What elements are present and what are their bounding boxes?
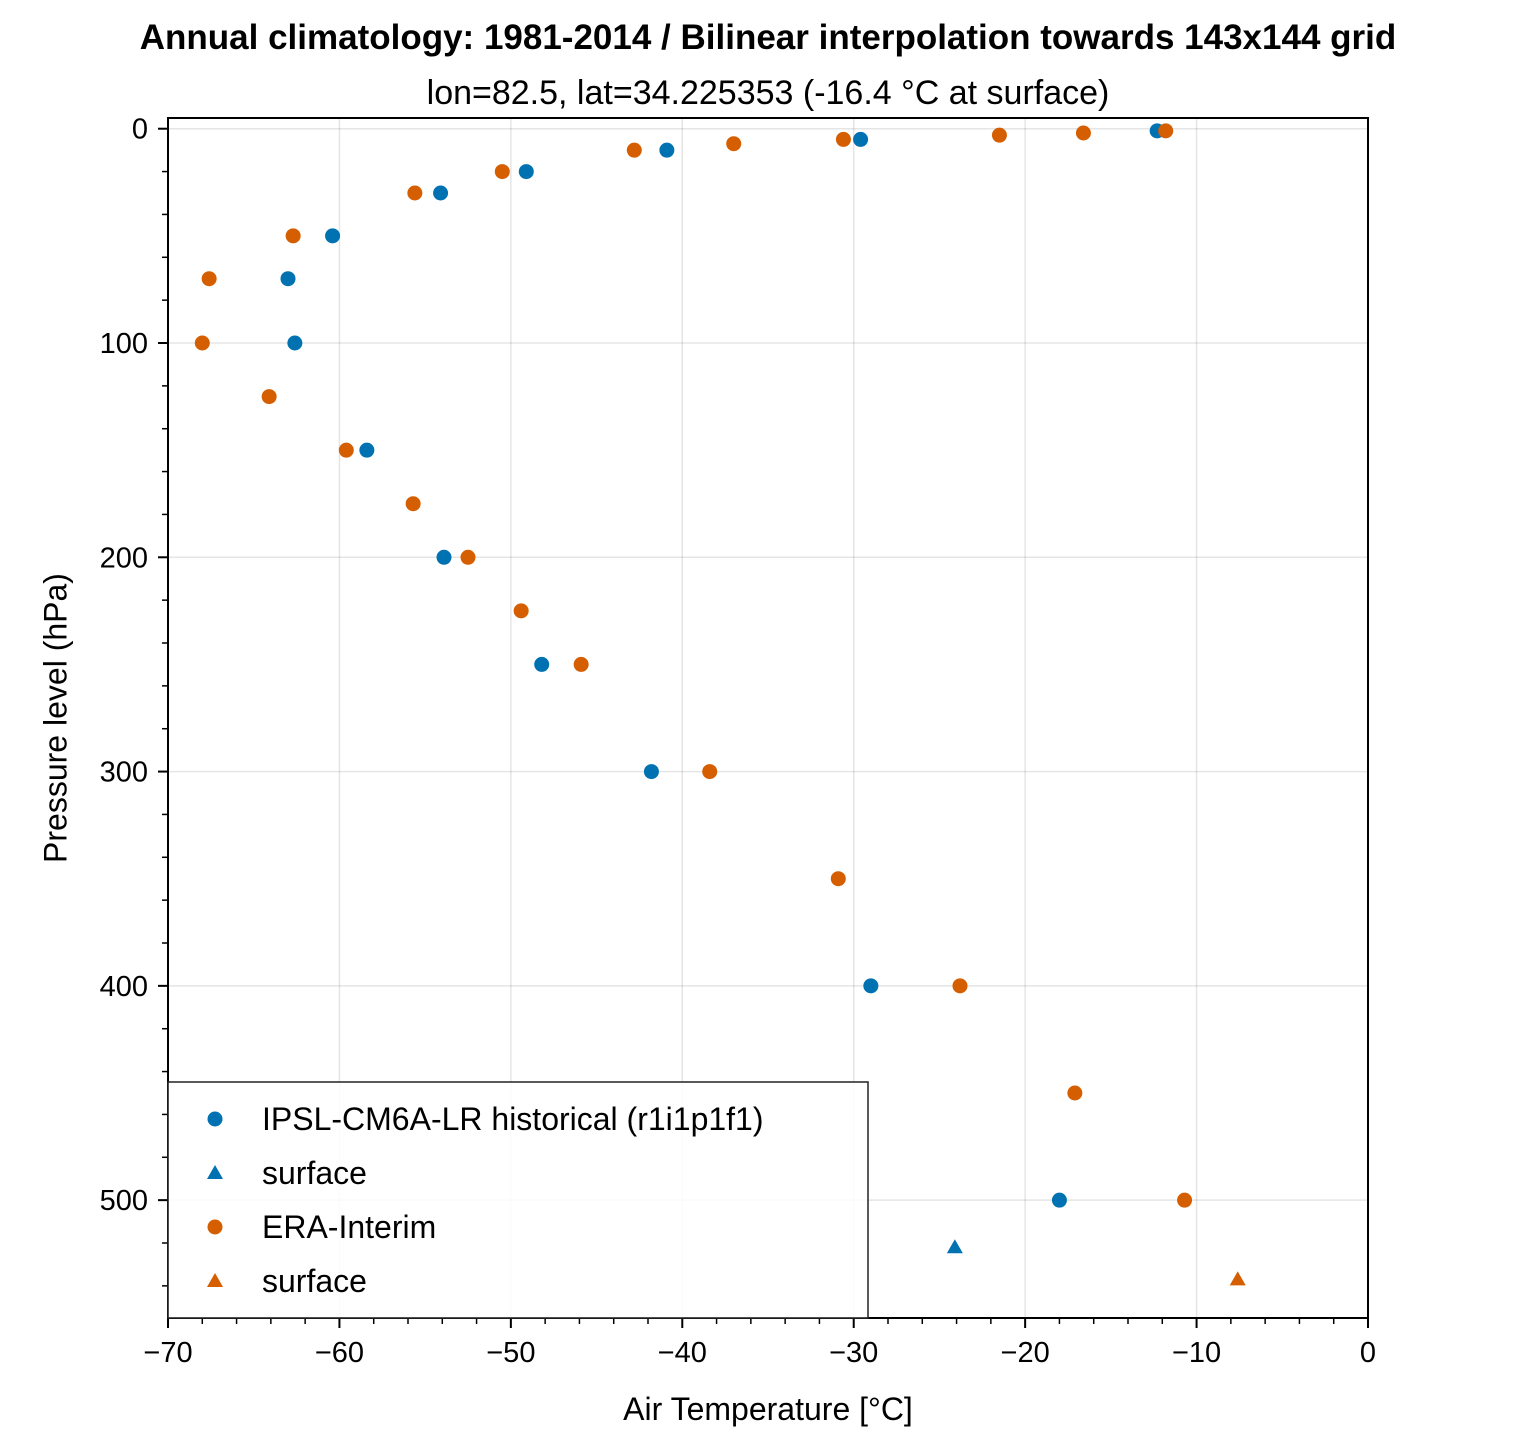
legend-item: surface	[207, 1155, 367, 1191]
series-2	[194, 123, 1193, 1208]
y-tick-label: 500	[100, 1185, 148, 1217]
data-point-circle	[436, 549, 452, 565]
data-point-circle	[659, 142, 675, 158]
data-point-circle	[433, 185, 449, 201]
data-point-circle	[702, 764, 718, 780]
data-point-circle	[1067, 1085, 1083, 1101]
chart-subtitle: lon=82.5, lat=34.225353 (-16.4 °C at sur…	[426, 74, 1110, 112]
data-point-circle	[853, 131, 869, 147]
axis-ticks: −70 −60 −50 −40 −30 −20 −10 0 0 100 200 300 400 500	[100, 114, 1376, 1369]
x-tick-label: −40	[658, 1337, 707, 1369]
y-tick-label: 300	[100, 757, 148, 789]
data-point-circle	[573, 656, 589, 672]
legend-label: ERA-Interim	[262, 1209, 436, 1245]
data-point-circle	[726, 136, 742, 152]
y-tick-label: 100	[100, 328, 148, 360]
data-point-circle	[991, 127, 1007, 143]
x-tick-label: −30	[829, 1337, 878, 1369]
data-point-circle	[280, 271, 296, 287]
data-point-triangle	[1229, 1271, 1246, 1286]
series-3	[1229, 1271, 1246, 1286]
legend-label: surface	[262, 1155, 367, 1191]
data-point-circle	[407, 185, 423, 201]
legend-marker	[207, 1165, 223, 1179]
data-point-circle	[194, 335, 210, 351]
data-point-circle	[1075, 125, 1091, 141]
x-tick-label: −10	[1172, 1337, 1221, 1369]
data-point-circle	[285, 228, 301, 244]
data-point-circle	[1051, 1192, 1067, 1208]
data-point-triangle	[946, 1239, 963, 1254]
series-0	[280, 123, 1165, 1208]
legend-label: surface	[262, 1263, 367, 1299]
legend: IPSL-CM6A-LR historical (r1i1p1f1) surfac…	[167, 1081, 869, 1319]
legend-box	[167, 1081, 869, 1319]
legend-item: ERA-Interim	[207, 1209, 436, 1245]
data-point-circle	[287, 335, 303, 351]
x-tick-label: −20	[1001, 1337, 1050, 1369]
data-point-circle	[325, 228, 341, 244]
data-point-circle	[1177, 1192, 1193, 1208]
legend-marker	[207, 1219, 223, 1235]
x-axis-label: Air Temperature [°C]	[623, 1391, 913, 1427]
y-axis-label: Pressure level (hPa)	[37, 573, 73, 863]
data-points	[194, 123, 1246, 1286]
legend-item: surface	[207, 1263, 367, 1299]
data-point-circle	[359, 442, 375, 458]
data-point-circle	[405, 496, 421, 512]
legend-marker	[207, 1273, 223, 1287]
y-tick-label: 0	[132, 114, 148, 146]
legend-label: IPSL-CM6A-LR historical (r1i1p1f1)	[262, 1101, 764, 1137]
data-point-circle	[338, 442, 354, 458]
data-point-circle	[952, 978, 968, 994]
x-tick-label: −60	[315, 1337, 364, 1369]
legend-item: IPSL-CM6A-LR historical (r1i1p1f1)	[207, 1101, 764, 1137]
data-point-circle	[201, 271, 217, 287]
legend-marker	[207, 1111, 223, 1127]
x-tick-label: −70	[143, 1337, 192, 1369]
data-point-circle	[460, 549, 476, 565]
series-1	[946, 1239, 963, 1254]
x-tick-label: −50	[486, 1337, 535, 1369]
data-point-circle	[534, 656, 550, 672]
data-point-circle	[863, 978, 879, 994]
data-point-circle	[518, 164, 534, 180]
y-tick-label: 200	[100, 542, 148, 574]
data-point-circle	[1158, 123, 1174, 139]
data-point-circle	[835, 131, 851, 147]
data-point-circle	[643, 764, 659, 780]
data-point-circle	[513, 603, 529, 619]
data-point-circle	[494, 164, 510, 180]
data-point-circle	[261, 389, 277, 405]
chart-title: Annual climatology: 1981-2014 / Bilinear…	[139, 18, 1397, 57]
data-point-circle	[626, 142, 642, 158]
y-tick-label: 400	[100, 971, 148, 1003]
x-tick-label: 0	[1360, 1337, 1376, 1369]
data-point-circle	[830, 871, 846, 887]
